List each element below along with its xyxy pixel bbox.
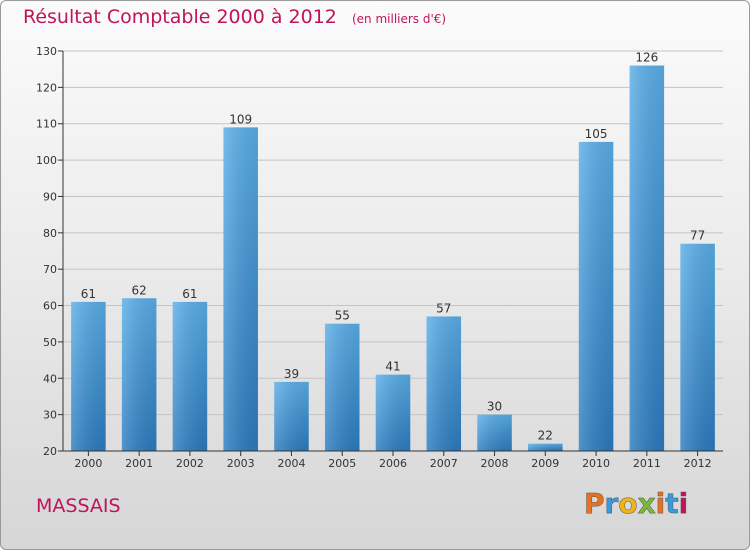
bar-shade [528, 443, 563, 451]
bar-value-label: 77 [690, 229, 705, 243]
commune-name: MASSAIS [36, 495, 121, 517]
logo-letter: x [637, 487, 656, 521]
x-tick-label: 2004 [277, 457, 305, 470]
bar-shade [477, 414, 512, 451]
x-tick-label: 2006 [379, 457, 407, 470]
bar-value-label: 30 [487, 400, 502, 414]
logo-letter: o [618, 487, 638, 521]
y-tick-label: 120 [36, 81, 57, 94]
bar-shade [680, 243, 715, 451]
y-tick-label: 80 [43, 227, 57, 240]
x-tick-label: 2007 [430, 457, 458, 470]
x-tick-label: 2005 [328, 457, 356, 470]
bar-value-label: 61 [81, 287, 96, 301]
y-tick-label: 30 [43, 409, 57, 422]
bar-value-label: 39 [284, 367, 299, 381]
logo-letter: t [665, 487, 679, 521]
x-tick-label: 2002 [176, 457, 204, 470]
x-tick-label: 2012 [684, 457, 712, 470]
bar-shade [172, 301, 208, 451]
y-tick-label: 90 [43, 190, 57, 203]
bar-shade [274, 381, 309, 451]
logo-letter: P [584, 487, 605, 521]
x-tick-label: 2009 [531, 457, 559, 470]
bar-shade [375, 374, 411, 451]
bar-shade [578, 141, 614, 451]
bar-shade [426, 316, 462, 451]
y-tick-label: 100 [36, 154, 57, 167]
chart-title: Résultat Comptable 2000 à 2012 [23, 6, 337, 28]
bars [71, 65, 715, 451]
x-tick-label: 2000 [74, 457, 102, 470]
y-tick-label: 20 [43, 445, 57, 458]
y-tick-label: 40 [43, 372, 57, 385]
y-tick-label: 130 [36, 45, 57, 58]
bar-shade [121, 298, 157, 451]
bar-value-label: 109 [229, 112, 252, 126]
bar-shade [223, 127, 258, 451]
axes [58, 50, 723, 456]
bar-value-label: 55 [335, 309, 350, 323]
chart-subtitle: (en milliers d'€) [351, 12, 447, 26]
bar-value-label: 61 [182, 287, 197, 301]
bar-value-label: 41 [385, 360, 400, 374]
bar-value-label: 126 [635, 51, 658, 65]
x-tick-label: 2008 [481, 457, 509, 470]
labels: 20 30 40 50 60 70 80 90 100 110 120 130 61 2000 62 2001… [36, 45, 712, 470]
logo-letter: r [604, 487, 619, 521]
y-tick-label: 50 [43, 336, 57, 349]
chart-title-row: Résultat Comptable 2000 à 2012 (en milli… [23, 6, 446, 28]
bar-value-label: 105 [585, 127, 608, 141]
bar-value-label: 57 [436, 301, 451, 315]
x-tick-label: 2010 [582, 457, 610, 470]
logo-letter: i [678, 487, 689, 521]
y-tick-label: 70 [43, 263, 57, 276]
proxiti-logo: Proxiti [584, 487, 689, 521]
bar-shade [71, 301, 106, 451]
bar-shade [629, 65, 665, 451]
x-tick-label: 2003 [227, 457, 255, 470]
bar-shade [324, 323, 360, 451]
x-tick-label: 2011 [633, 457, 661, 470]
bar-value-label: 22 [538, 429, 553, 443]
y-tick-label: 60 [43, 300, 57, 313]
logo-letter: i [655, 487, 666, 521]
bar-value-label: 62 [132, 283, 147, 297]
x-tick-label: 2001 [125, 457, 153, 470]
y-tick-label: 110 [36, 118, 57, 131]
